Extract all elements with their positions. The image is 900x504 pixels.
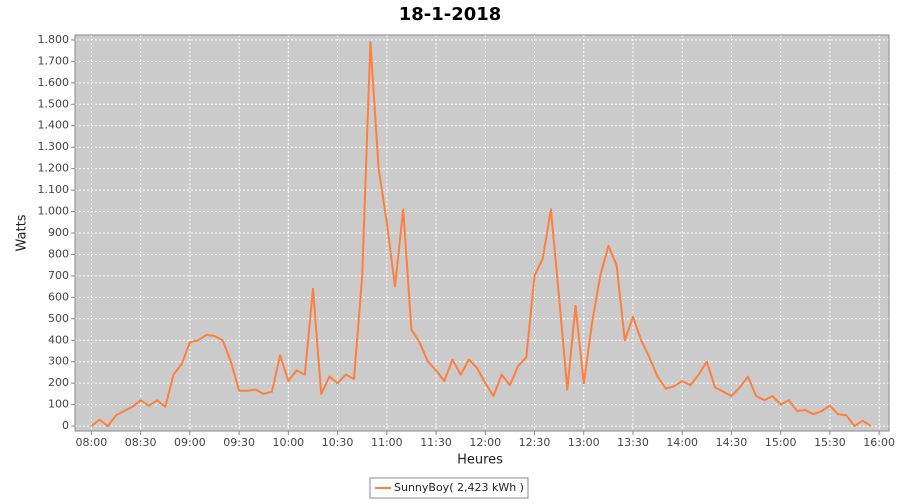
x-tick-label: 16:00: [863, 436, 895, 449]
x-tick-label: 08:00: [76, 436, 108, 449]
grid: 0 100 200 300 400 500 600 700 800 900 1.000 1.100 1.…: [38, 33, 896, 449]
y-axis-label: Watts: [15, 214, 30, 251]
y-tick-label: 200: [48, 376, 69, 389]
y-tick-label: 1.400: [38, 119, 70, 132]
x-tick-label: 08:30: [125, 436, 157, 449]
legend-label: SunnyBoy( 2,423 kWh ): [394, 481, 524, 494]
x-tick-label: 09:00: [174, 436, 206, 449]
y-tick-label: 300: [48, 355, 69, 368]
y-tick-label: 0: [62, 419, 69, 432]
y-tick-label: 1.200: [38, 162, 70, 175]
y-tick-label: 1.100: [38, 183, 70, 196]
x-tick-label: 15:00: [765, 436, 797, 449]
y-tick-label: 1.500: [38, 97, 70, 110]
y-tick-label: 700: [48, 269, 69, 282]
legend-box: [369, 477, 529, 499]
plot-border: [74, 34, 890, 432]
y-tick-label: 800: [48, 247, 69, 260]
y-tick-label: 1.800: [38, 33, 70, 46]
x-tick-label: 10:30: [322, 436, 354, 449]
y-tick-label: 1.700: [38, 54, 70, 67]
x-tick-label: 09:30: [223, 436, 255, 449]
x-tick-label: 13:00: [568, 436, 600, 449]
y-tick-label: 1.000: [38, 205, 70, 218]
x-tick-label: 14:30: [716, 436, 748, 449]
x-tick-label: 11:00: [371, 436, 403, 449]
y-tick-label: 100: [48, 398, 69, 411]
x-tick-label: 14:00: [666, 436, 698, 449]
x-axis-label: Heures: [457, 453, 503, 468]
x-tick-label: 12:00: [469, 436, 501, 449]
plot-area: [75, 35, 889, 431]
lines: [90, 41, 872, 428]
data-line: [90, 41, 872, 428]
x-tick-label: 15:30: [814, 436, 846, 449]
y-tick-label: 1.300: [38, 140, 70, 153]
y-tick-label: 400: [48, 333, 69, 346]
y-tick-label: 1.600: [38, 76, 70, 89]
x-tick-label: 12:30: [519, 436, 551, 449]
y-tick-label: 500: [48, 312, 69, 325]
x-tick-label: 10:00: [272, 436, 304, 449]
y-tick-label: 600: [48, 290, 69, 303]
y-tick-label: 900: [48, 226, 69, 239]
x-tick-label: 13:30: [617, 436, 649, 449]
x-tick-label: 11:30: [420, 436, 452, 449]
legend: SunnyBoy( 2,423 kWh ): [369, 477, 529, 499]
chart-title: 18-1-2018: [399, 4, 502, 25]
